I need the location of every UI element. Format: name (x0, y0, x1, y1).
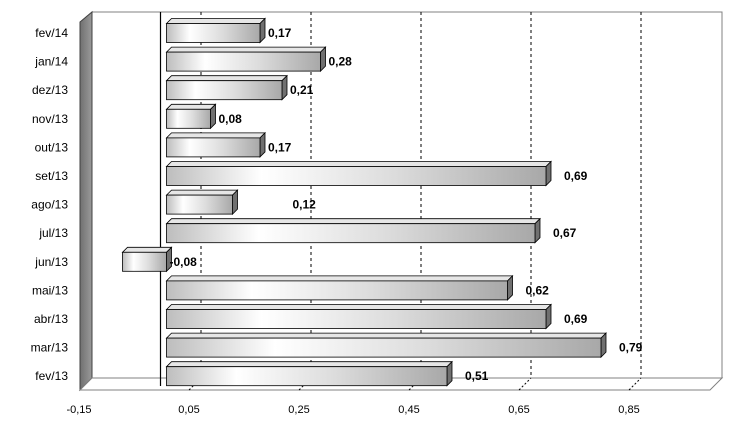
bar (166, 309, 547, 329)
x-tick-label: -0,15 (66, 404, 91, 416)
data-label: 0,21 (290, 83, 314, 97)
bar (166, 108, 211, 129)
bar (166, 366, 448, 387)
y-category-label: out/13 (35, 140, 69, 154)
x-tick-label: 0,05 (178, 404, 199, 416)
data-label: 0,62 (526, 283, 550, 297)
y-category-label: fev/13 (35, 369, 68, 383)
bar (166, 80, 283, 101)
bar (122, 251, 167, 272)
y-category-label: jan/14 (34, 55, 68, 69)
chart-side-wall (79, 10, 93, 392)
bar (166, 166, 547, 186)
bar-top-face (165, 161, 552, 167)
x-tick-label: 0,85 (618, 404, 639, 416)
bar (166, 51, 321, 72)
data-label: 0,69 (564, 169, 588, 183)
bar-top-face (165, 361, 453, 368)
gridline-floor (628, 377, 642, 391)
y-category-label: dez/13 (32, 83, 68, 97)
y-category-label: nov/13 (32, 112, 68, 126)
y-category-label: mai/13 (32, 283, 68, 297)
data-label: 0,17 (268, 140, 292, 154)
data-label: 0,28 (329, 55, 353, 69)
y-category-label: mar/13 (31, 341, 69, 355)
data-label: -0,08 (170, 255, 198, 269)
bar-top-face (165, 275, 514, 282)
data-label: 0,51 (465, 369, 489, 383)
bar (166, 337, 602, 358)
gridline-floor (518, 377, 532, 391)
data-label: 0,08 (219, 112, 243, 126)
x-tick-label: 0,25 (288, 404, 309, 416)
data-label: 0,79 (619, 341, 643, 355)
bar (166, 223, 536, 244)
y-category-label: jul/13 (38, 226, 68, 240)
x-tick-label: 0,65 (508, 404, 529, 416)
bar (166, 23, 261, 43)
bar (166, 280, 508, 301)
y-category-label: ago/13 (31, 198, 68, 212)
bar-top-face (165, 46, 327, 53)
bar-top-face (165, 103, 217, 110)
data-label: 0,12 (293, 198, 317, 212)
data-label: 0,17 (268, 26, 292, 40)
x-tick-label: 0,45 (398, 404, 419, 416)
bar-top-face (165, 304, 552, 310)
y-category-label: jun/13 (34, 255, 68, 269)
bar-top-face (165, 218, 541, 225)
bar (166, 137, 261, 158)
data-label: 0,69 (564, 312, 588, 326)
bar-top-face (165, 332, 607, 339)
y-category-label: abr/13 (34, 312, 68, 326)
y-category-label: fev/14 (35, 26, 68, 40)
bar-top-face (165, 75, 288, 82)
bar-top-face (165, 18, 266, 24)
bar-top-face (165, 189, 239, 196)
bar-top-face (165, 132, 266, 139)
y-category-label: set/13 (35, 169, 68, 183)
bar (166, 194, 233, 215)
bar-top-face (121, 246, 173, 253)
data-label: 0,67 (553, 226, 577, 240)
